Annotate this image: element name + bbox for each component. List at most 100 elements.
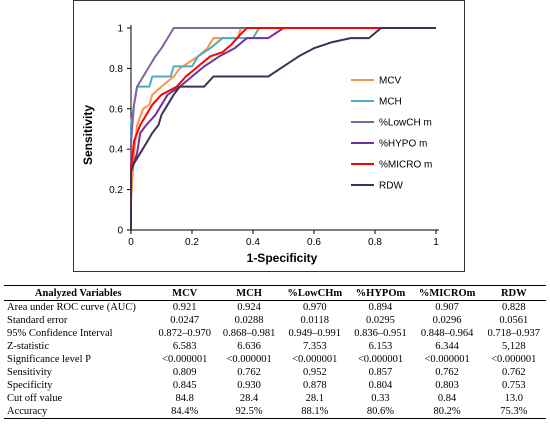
table-cell: 0.809	[172, 367, 197, 378]
table-cell: 0.907	[435, 302, 459, 313]
row-label-cell: Z-statistic	[7, 341, 49, 352]
column-header: MCH	[216, 285, 282, 301]
table-cell: 0.828	[501, 302, 526, 313]
table-cell: 0.762	[237, 367, 261, 378]
table-header-row: Analyzed Variables MCV MCH %LowCHm %HYPOm %MI…	[4, 285, 546, 301]
series-line-pct-micro-m	[130, 27, 436, 230]
table-row: Significance level P <0.000001 <0.000001 <0…	[4, 353, 546, 366]
chart-series	[130, 27, 436, 230]
row-label-cell: Significance level P	[7, 354, 91, 365]
table-cell: 0.0296	[432, 315, 462, 326]
column-header: %LowCHm	[281, 285, 349, 301]
x-tick-label: 0.8	[368, 237, 382, 248]
table-cell: 5,128	[501, 341, 526, 352]
table-cell: 28.1	[305, 393, 324, 404]
table-cell: 80.2%	[412, 405, 482, 419]
legend-label-mcv: MCV	[379, 76, 402, 87]
table-cell: 0.970	[302, 302, 327, 313]
table-cell: 6.344	[435, 341, 459, 352]
table-cell: 0.921	[172, 302, 197, 313]
roc-statistics-table: Analyzed Variables MCV MCH %LowCHm %HYPOm %MI…	[4, 285, 546, 419]
table-row: Cut off value 84.8 28.4 28.1 0.33 0.84 13.0	[4, 392, 546, 405]
table-cell: 6.636	[237, 341, 261, 352]
legend-label-pct-micro-m: %MICRO m	[379, 160, 432, 171]
table-cell: <0.000001	[491, 354, 537, 365]
table-cell: 0.718–0.937	[487, 328, 541, 339]
table-cell: 0.868–0.981	[222, 328, 276, 339]
table-cell: <0.000001	[162, 354, 208, 365]
x-tick-label: 1	[433, 237, 439, 248]
chart-axes: 0 0.2 0.4 0.6 0.8 1 0 0.2 0.4 0.6 0.8 1	[109, 24, 439, 249]
series-line-rdw	[130, 27, 436, 230]
table-cell: 0.848–0.964	[420, 328, 474, 339]
table-cell: 0.949–0.991	[288, 328, 342, 339]
table-cell: <0.000001	[357, 354, 404, 365]
table-cell: 0.762	[435, 367, 459, 378]
y-tick-label: 0.6	[109, 104, 123, 115]
table-cell: 84.4%	[152, 405, 217, 419]
table-cell: 75.3%	[481, 405, 546, 419]
table-row: Sensitivity 0.809 0.762 0.952 0.857 0.762 0.76…	[4, 366, 546, 379]
chart-legend: MCV MCH %LowCH m %HYPO m %MICRO m RDW	[351, 76, 432, 192]
table-cell: 88.1%	[281, 405, 349, 419]
row-label-cell: 95% Confidence Interval	[7, 328, 113, 339]
column-header: Analyzed Variables	[4, 285, 153, 301]
column-header: RDW	[481, 285, 546, 301]
table-cell: 0.803	[435, 380, 459, 391]
column-header: %MICROm	[412, 285, 482, 301]
table-cell: 6.153	[368, 341, 393, 352]
table-cell: 0.0561	[499, 315, 529, 326]
column-header: %HYPOm	[348, 285, 413, 301]
table-cell: 0.753	[501, 380, 526, 391]
y-tick-label: 0.8	[109, 64, 123, 75]
legend-label-mch: MCH	[379, 97, 402, 108]
x-tick-label: 0.6	[307, 237, 321, 248]
table-row: Area under ROC curve (AUC) 0.921 0.924 0.97…	[4, 301, 546, 315]
roc-chart: 0 0.2 0.4 0.6 0.8 1 0 0.2 0.4 0.6 0.8 1 MCV MCH %LowC…	[81, 24, 439, 266]
x-tick-label: 0.2	[185, 237, 199, 248]
table-cell: 0.872–0.970	[158, 328, 211, 339]
y-tick-label: 1	[117, 24, 123, 35]
row-label-cell: Accuracy	[4, 405, 153, 419]
table-cell: 0.762	[501, 367, 526, 378]
table-cell: 0.84	[437, 393, 457, 404]
table-cell: 0.0288	[234, 315, 264, 326]
table-body: Area under ROC curve (AUC) 0.921 0.924 0.97…	[4, 301, 546, 419]
legend-label-rdw: RDW	[379, 181, 403, 192]
table-cell: <0.000001	[424, 354, 470, 365]
y-tick-label: 0.4	[109, 145, 123, 156]
table-cell: <0.000001	[292, 354, 338, 365]
table-cell: 0.0295	[366, 315, 395, 326]
table-row: Accuracy 84.4% 92.5% 88.1% 80.6% 80.2% 75.3%	[4, 405, 546, 419]
y-axis-title: Sensitivity	[81, 105, 95, 165]
x-tick-label: 0	[128, 237, 134, 248]
table-cell: 0.878	[302, 380, 327, 391]
series-line-mch	[130, 27, 436, 230]
table-cell: 0.894	[368, 302, 393, 313]
x-axis-title: 1-Specificity	[247, 251, 318, 265]
x-tick-label: 0.4	[246, 237, 260, 248]
row-label-cell: Area under ROC curve (AUC)	[7, 302, 136, 313]
table-cell: 7.353	[302, 341, 327, 352]
column-header: MCV	[152, 285, 217, 301]
y-tick-label: 0.2	[109, 185, 123, 196]
table-cell: 0.804	[368, 380, 393, 391]
table-cell: 0.845	[172, 380, 197, 391]
series-line-pct-lowch-m	[130, 27, 436, 230]
table-row: Specificity 0.845 0.930 0.878 0.804 0.803 0.75…	[4, 379, 546, 392]
table-cell: 84.8	[175, 393, 194, 404]
row-label-cell: Specificity	[7, 380, 53, 391]
table-cell: 0.0247	[170, 315, 200, 326]
table-cell: <0.000001	[226, 354, 272, 365]
legend-label-pct-lowch-m: %LowCH m	[379, 118, 432, 129]
row-label-cell: Sensitivity	[7, 367, 52, 378]
table-cell: 28.4	[239, 393, 259, 404]
table-cell: 0.836–0.951	[354, 328, 407, 339]
row-label-cell: Cut off value	[7, 393, 63, 404]
table-cell: 13.0	[504, 393, 523, 404]
table-row: Standard error 0.0247 0.0288 0.0118 0.0295 0.…	[4, 314, 546, 327]
table-cell: 0.0118	[300, 315, 330, 326]
row-label-cell: Standard error	[7, 315, 68, 326]
table-cell: 92.5%	[216, 405, 282, 419]
table-cell: 0.33	[371, 393, 390, 404]
